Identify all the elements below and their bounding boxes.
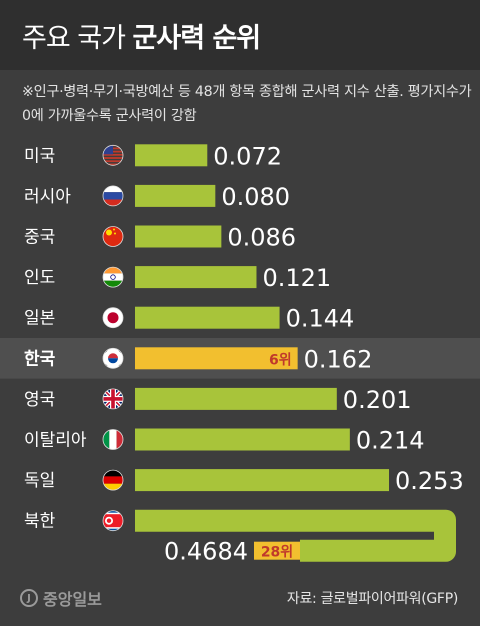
country-label: 인도 [24, 268, 55, 288]
flag-border [102, 510, 124, 532]
value-label: 0.144 [286, 305, 355, 333]
title-bar [0, 0, 480, 70]
country-label: 일본 [24, 309, 55, 329]
value-label: 0.121 [262, 264, 331, 292]
country-label: 이탈리아 [24, 431, 87, 451]
rank-label: 28위 [261, 545, 293, 561]
usa-flag-icon [103, 145, 123, 166]
value-label: 0.4684 [164, 538, 248, 566]
bar-overflow [135, 509, 456, 562]
flag-border [102, 429, 124, 450]
japan-flag-icon [103, 307, 123, 328]
rank-label: 6위 [269, 352, 292, 368]
south-korea-flag-icon [103, 348, 123, 369]
value-label: 0.072 [213, 142, 282, 170]
germany-flag-icon [103, 470, 123, 491]
page-title: 주요 국가 군사력 순위 [22, 16, 262, 55]
methodology-note: ※인구·병력·무기·국방예산 등 48개 항목 종합해 군사력 지수 산출. 평… [22, 84, 472, 124]
logo-mark-icon: J [20, 589, 38, 607]
bar [135, 266, 257, 289]
publisher-logo: J 중앙일보 [20, 586, 102, 610]
flag-border [102, 226, 124, 247]
china-flag-icon [103, 226, 123, 247]
flag-border [102, 469, 124, 491]
value-label: 0.253 [395, 467, 464, 495]
bar [135, 428, 350, 451]
country-label: 중국 [24, 228, 55, 248]
country-label: 북한 [24, 512, 56, 532]
value-label: 0.162 [304, 345, 373, 373]
flag-border [102, 266, 124, 288]
flag-border [102, 144, 124, 166]
uk-flag-icon [103, 388, 123, 409]
bar [135, 144, 208, 167]
title-light: 주요 국가 [22, 23, 126, 54]
flag-border [102, 307, 124, 329]
flag-border [102, 388, 124, 410]
bar [135, 306, 280, 329]
country-label: 독일 [24, 471, 55, 491]
rank-badge [254, 541, 300, 560]
country-label: 영국 [24, 390, 55, 410]
north-korea-flag-icon [103, 510, 123, 531]
bar [135, 184, 216, 207]
country-label: 미국 [24, 146, 55, 166]
country-label: 한국 [24, 349, 56, 369]
flag-border [102, 185, 124, 207]
bar [135, 225, 222, 248]
bar [135, 387, 337, 410]
country-label: 러시아 [24, 187, 71, 207]
logo-text: 중앙일보 [43, 590, 102, 609]
title-bold: 군사력 순위 [132, 23, 262, 54]
value-label: 0.086 [227, 224, 296, 252]
russia-flag-icon [103, 185, 123, 206]
italy-flag-icon [103, 429, 123, 450]
bar [135, 469, 390, 492]
value-label: 0.201 [343, 386, 412, 414]
india-flag-icon [103, 267, 123, 288]
source-note: 자료: 글로벌파이어파워(GFP) [286, 591, 458, 607]
value-label: 0.080 [221, 183, 290, 211]
value-label: 0.214 [356, 427, 425, 455]
bar [135, 347, 298, 370]
flag-border [102, 347, 124, 369]
